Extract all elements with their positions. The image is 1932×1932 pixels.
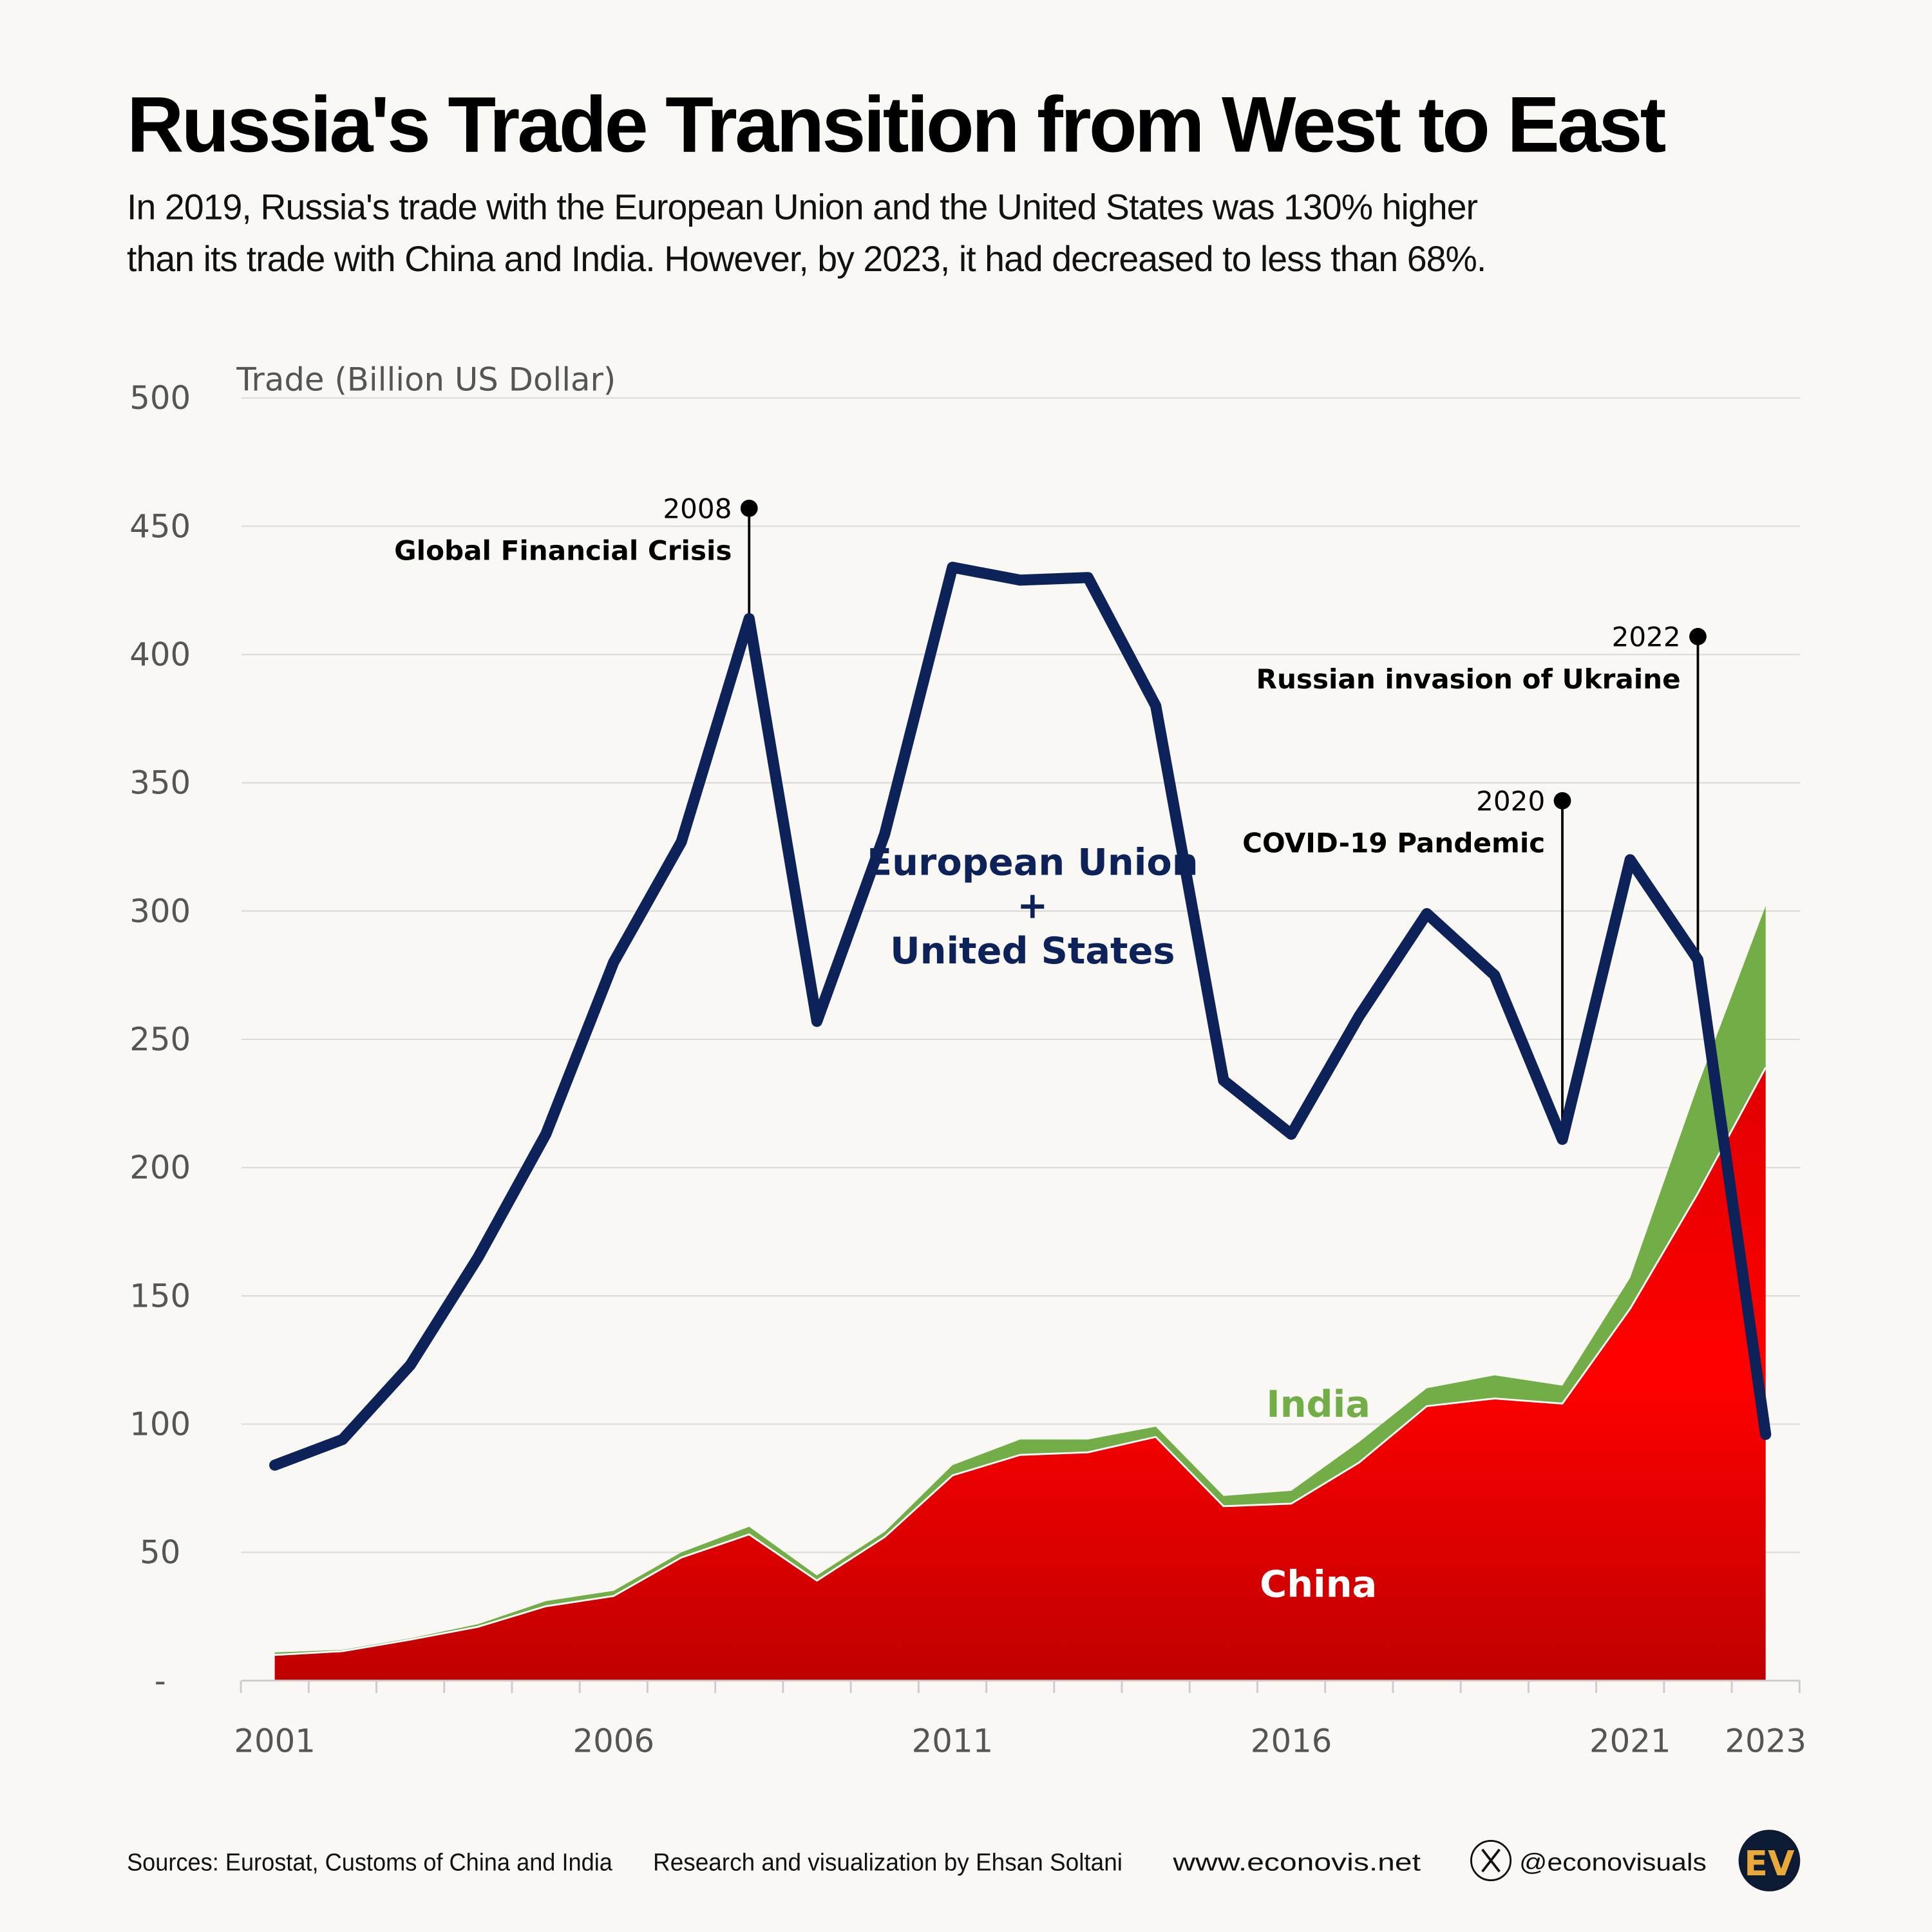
china-label: China	[1260, 1563, 1377, 1606]
credit-text: Research and visualization by Ehsan Solt…	[653, 1848, 1122, 1876]
y-tick-label: 450	[129, 507, 191, 545]
svg-text:EV: EV	[1744, 1843, 1795, 1884]
x-tick-label: 2023	[1725, 1723, 1806, 1760]
x-tick-label: 2011	[912, 1723, 994, 1760]
sources-text: Sources: Eurostat, Customs of China and …	[127, 1848, 613, 1876]
page-title: Russia's Trade Transition from West to E…	[127, 80, 1666, 168]
y-tick-label: 150	[129, 1277, 191, 1314]
y-tick-label: 50	[140, 1534, 180, 1571]
subtitle-line-2: than its trade with China and India. How…	[127, 239, 1486, 279]
y-tick-label: 200	[129, 1149, 191, 1186]
eu-us-line	[269, 562, 1772, 1471]
y-axis-label: Trade (Billion US Dollar)	[236, 361, 616, 399]
china-area	[274, 1067, 1766, 1681]
china-india-boundary	[274, 1066, 1766, 1656]
annotation-dot	[740, 499, 758, 517]
website-link[interactable]: www.econovis.net	[1172, 1848, 1421, 1876]
y-tick-label: 500	[129, 379, 191, 417]
x-logo-icon	[1470, 1839, 1512, 1882]
y-tick-label: 350	[129, 764, 191, 802]
annotation-text: Russian invasion of Ukraine	[1256, 663, 1681, 695]
annotation-text: Global Financial Crisis	[394, 535, 732, 567]
annotation-dot	[1689, 628, 1707, 645]
x-tick-label: 2021	[1589, 1723, 1671, 1760]
y-tick-label: 300	[129, 893, 191, 930]
annotation-text: COVID-19 Pandemic	[1242, 828, 1545, 859]
eu-us-label-plus: +	[1017, 884, 1048, 927]
x-tick-label: 2006	[573, 1723, 655, 1760]
y-tick-label: 400	[129, 636, 191, 674]
x-tick-label: 2016	[1251, 1723, 1332, 1760]
annotation-dot	[1553, 791, 1571, 810]
y-tick-label: 100	[129, 1406, 191, 1443]
annotation-year: 2008	[663, 493, 732, 525]
annotation-year: 2020	[1476, 786, 1545, 817]
y-tick-label: -	[155, 1662, 166, 1700]
india-label: India	[1266, 1383, 1370, 1426]
eu-us-label-line-1: European Union	[867, 840, 1198, 884]
x-handle-link[interactable]: @econovisuals	[1519, 1848, 1707, 1876]
annotation-year: 2022	[1612, 621, 1681, 653]
econovis-logo: EV	[1738, 1830, 1801, 1891]
y-tick-label: 250	[129, 1021, 191, 1058]
subtitle-line-1: In 2019, Russia's trade with the Europea…	[127, 187, 1477, 227]
x-tick-label: 2001	[234, 1723, 316, 1760]
eu-us-label-line-2: United States	[890, 929, 1175, 972]
